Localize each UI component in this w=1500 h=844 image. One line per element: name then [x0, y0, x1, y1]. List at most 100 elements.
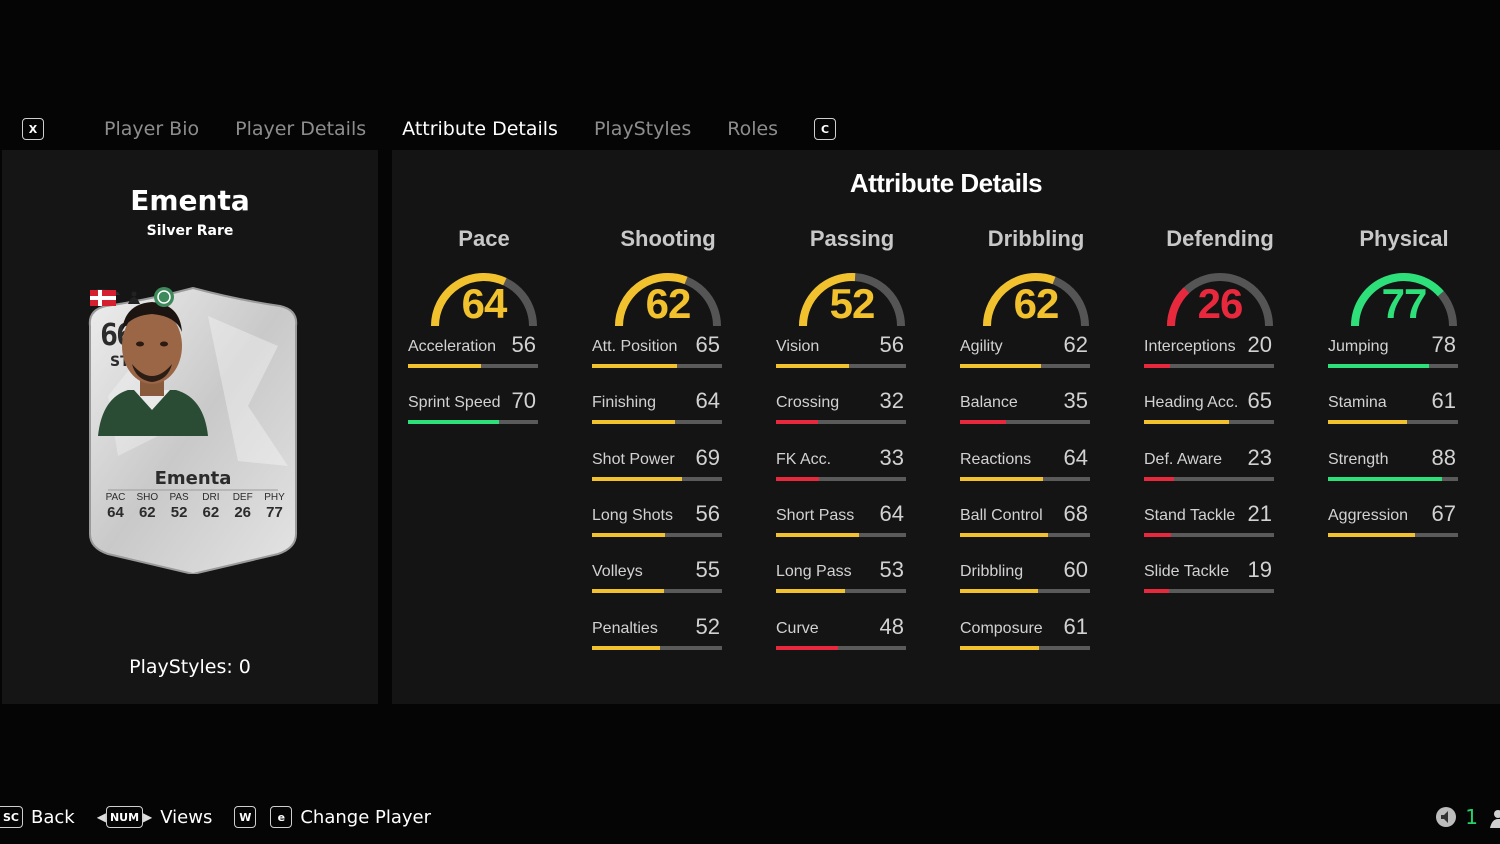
- change-player-button[interactable]: Change Player: [300, 806, 432, 828]
- attribute-value: 56: [695, 500, 720, 526]
- attribute-bar-fill: [960, 420, 1006, 425]
- category-rating: 64: [461, 280, 508, 327]
- card-stat: PAC 64: [105, 492, 126, 521]
- views-key[interactable]: NUM: [105, 806, 144, 828]
- attribute-row: FK Acc. 33: [776, 441, 906, 481]
- attribute-bar: [776, 364, 906, 368]
- left-arrow-icon: ◀: [96, 810, 106, 824]
- attribute-bar: [960, 532, 1090, 537]
- category-title: Dribbling: [987, 226, 1085, 251]
- attribute-bar-fill: [960, 589, 1038, 594]
- attribute-value: 33: [879, 444, 904, 470]
- change-player-key[interactable]: e: [270, 806, 293, 828]
- card-stat: DEF 26: [232, 492, 253, 521]
- attribute-value: 62: [1063, 332, 1088, 357]
- player-name: Ementa: [130, 184, 250, 217]
- category-rating: 62: [645, 280, 692, 327]
- attribute-value: 61: [1431, 388, 1456, 414]
- attribute-bar: [592, 532, 722, 537]
- tab-roles[interactable]: Roles: [727, 118, 779, 140]
- attribute-bar-fill: [776, 364, 849, 368]
- attribute-bar-fill: [408, 420, 499, 425]
- attribute-value: 60: [1063, 557, 1088, 583]
- attribute-name: Vision: [776, 338, 820, 355]
- attribute-bar: [776, 589, 906, 594]
- w-key[interactable]: W: [234, 806, 257, 828]
- attribute-bar: [592, 420, 722, 425]
- attribute-bar-fill: [1328, 476, 1443, 481]
- attribute-bar: [408, 420, 538, 425]
- attribute-bar: [408, 364, 538, 368]
- attribute-name: Stamina: [1328, 394, 1387, 412]
- attribute-name: Strength: [1328, 450, 1389, 468]
- next-tab-key[interactable]: C: [814, 118, 837, 140]
- attribute-row: Long Pass 53: [776, 553, 906, 594]
- attribute-value: 56: [511, 332, 536, 357]
- player-card[interactable]: 66 ST Ementa PAC 64 SHO 62 PAS 52 DRI 62 DEF…: [88, 286, 298, 574]
- tab-attribute-details[interactable]: Attribute Details: [402, 118, 558, 140]
- category-defending: Defending 26 Interceptions 20 Heading Acc. 6…: [1144, 226, 1288, 594]
- attribute-value: 52: [695, 613, 720, 639]
- attribute-value: 68: [1063, 500, 1088, 526]
- right-arrow-icon: ▶: [143, 810, 153, 824]
- category-dribbling: Dribbling 62 Agility 62 Balance 35 Reactions 6…: [960, 226, 1104, 650]
- attribute-bar-fill: [960, 532, 1049, 537]
- attribute-bar: [960, 420, 1090, 425]
- category-rating: 52: [829, 280, 876, 327]
- attribute-bar-fill: [960, 476, 1044, 481]
- attribute-name: Volleys: [592, 563, 643, 581]
- attribute-bar: [1144, 476, 1274, 481]
- player-portrait: [98, 302, 208, 436]
- tab-playstyles[interactable]: PlayStyles: [593, 118, 692, 140]
- player-panel: Ementa Silver Rare 66 ST: [2, 150, 378, 704]
- attribute-row: Strength 88: [1328, 441, 1458, 481]
- attribute-bar-fill: [776, 645, 839, 650]
- category-shooting: Shooting 62 Att. Position 65 Finishing 64 Sho…: [592, 226, 736, 650]
- playstyles-count: PlayStyles: 0: [129, 656, 251, 678]
- footer-right: 1: [1435, 804, 1500, 830]
- prev-tab-key[interactable]: X: [22, 118, 44, 140]
- attribute-bar: [1328, 364, 1458, 368]
- attribute-name: Interceptions: [1144, 338, 1236, 355]
- category-passing: Passing 52 Vision 56 Crossing 32 FK Acc. 33 Sho…: [776, 226, 920, 650]
- attribute-bar-fill: [776, 420, 818, 425]
- attribute-value: 23: [1247, 444, 1272, 470]
- back-button[interactable]: Back: [31, 806, 75, 828]
- attribute-bar-fill: [1328, 364, 1430, 368]
- attribute-name: Dribbling: [960, 563, 1024, 581]
- attribute-value: 67: [1431, 500, 1456, 526]
- tab-player-bio[interactable]: Player Bio: [104, 118, 200, 140]
- attribute-bar-fill: [960, 364, 1041, 368]
- attribute-name: Sprint Speed: [408, 394, 501, 412]
- attribute-bar-fill: [1144, 420, 1229, 425]
- attribute-row: Penalties 52: [592, 610, 722, 650]
- attribute-panel: Attribute Details Pace 64 Acceleration 56 S…: [392, 150, 1500, 704]
- back-key[interactable]: SC: [0, 806, 23, 828]
- attribute-row: Stamina 61: [1328, 384, 1458, 425]
- card-stat: DRI 62: [202, 492, 220, 521]
- attribute-value: 70: [511, 388, 536, 414]
- attribute-bar: [776, 645, 906, 650]
- attribute-bar-fill: [1144, 532, 1172, 537]
- attribute-name: Acceleration: [408, 338, 497, 355]
- attribute-row: Short Pass 64: [776, 497, 906, 537]
- category-gauge: 26: [1152, 258, 1288, 336]
- attribute-row: Att. Position 65: [592, 328, 722, 368]
- views-button[interactable]: Views: [160, 806, 213, 828]
- category-rating: 62: [1013, 280, 1060, 327]
- category-gauge: 77: [1336, 258, 1472, 336]
- category-rating: 26: [1197, 280, 1244, 327]
- attribute-name: Short Pass: [776, 506, 855, 524]
- player-count: 1: [1465, 805, 1478, 829]
- attribute-name: FK Acc.: [776, 450, 832, 468]
- attribute-name: Penalties: [592, 619, 658, 637]
- attribute-name: Def. Aware: [1144, 450, 1222, 468]
- attribute-bar-fill: [776, 476, 819, 481]
- panel-title: Attribute Details: [849, 168, 1043, 198]
- attribute-name: Curve: [776, 619, 819, 637]
- attribute-bar: [960, 364, 1090, 368]
- attribute-name: Finishing: [592, 394, 657, 412]
- card-badges: [90, 287, 174, 307]
- attribute-bar: [592, 364, 722, 368]
- tab-player-details[interactable]: Player Details: [235, 118, 367, 140]
